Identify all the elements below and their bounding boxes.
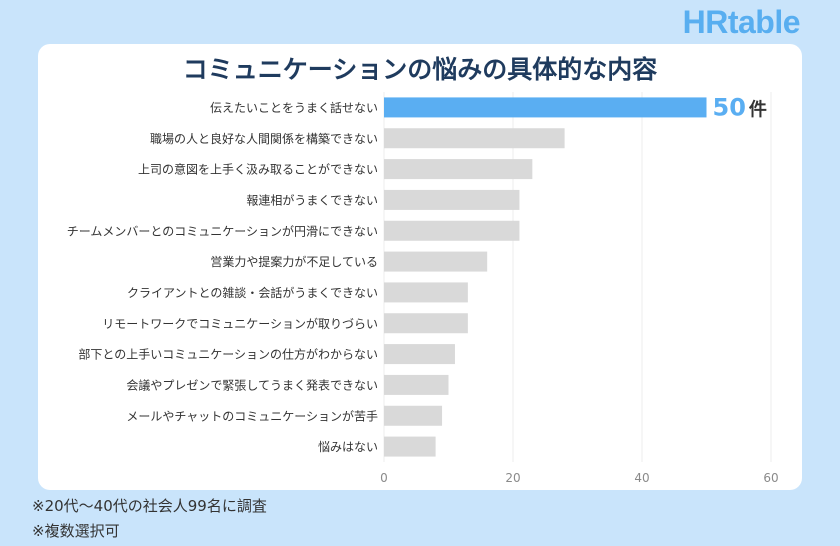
- bar: [384, 128, 565, 149]
- x-tick-label: 40: [634, 471, 649, 485]
- category-label: 会議やプレゼンで緊張してうまく発表できない: [126, 378, 378, 392]
- x-tick-label: 0: [380, 471, 388, 485]
- category-label: リモートワークでコミュニケーションが取りづらい: [102, 316, 378, 331]
- value-label-unit: 件: [749, 98, 767, 120]
- bar: [384, 189, 520, 210]
- category-label: メールやチャットのコミュニケーションが苦手: [126, 408, 378, 423]
- category-label: 職場の人と良好な人間関係を構築できない: [150, 131, 378, 146]
- category-label: チームメンバーとのコミュニケーションが円滑にできない: [67, 223, 378, 238]
- bar: [384, 405, 443, 426]
- x-tick-label: 20: [505, 471, 520, 485]
- value-label: 50 件: [713, 93, 767, 121]
- footnote-survey: ※20代〜40代の社会人99名に調査: [32, 497, 267, 515]
- category-label: 上司の意図を上手く汲み取ることができない: [138, 162, 378, 177]
- bar: [384, 220, 520, 241]
- brand-logo: HRtable: [682, 4, 801, 40]
- category-label: 報連相がうまくできない: [246, 192, 378, 207]
- category-label: 営業力や提案力が不足している: [210, 254, 378, 269]
- bar: [384, 344, 455, 365]
- category-label: 伝えたいことをうまく話せない: [210, 100, 378, 115]
- x-tick-label: 60: [763, 471, 778, 485]
- bar: [384, 282, 468, 303]
- value-label-number: 50: [713, 93, 746, 121]
- footnote-multiple-choice: ※複数選択可: [32, 522, 120, 540]
- bar: [384, 159, 533, 180]
- bar: [384, 251, 488, 272]
- category-label: クライアントとの雑談・会話がうまくできない: [127, 285, 378, 300]
- chart-title: コミュニケーションの悩みの具体的な内容: [182, 55, 658, 84]
- bar: [384, 374, 449, 395]
- category-label: 悩みはない: [318, 440, 378, 454]
- bar: [384, 313, 468, 334]
- bar: [384, 97, 707, 118]
- category-label: 部下との上手いコミュニケーションの仕方がわからない: [78, 347, 378, 362]
- bar: [384, 436, 436, 457]
